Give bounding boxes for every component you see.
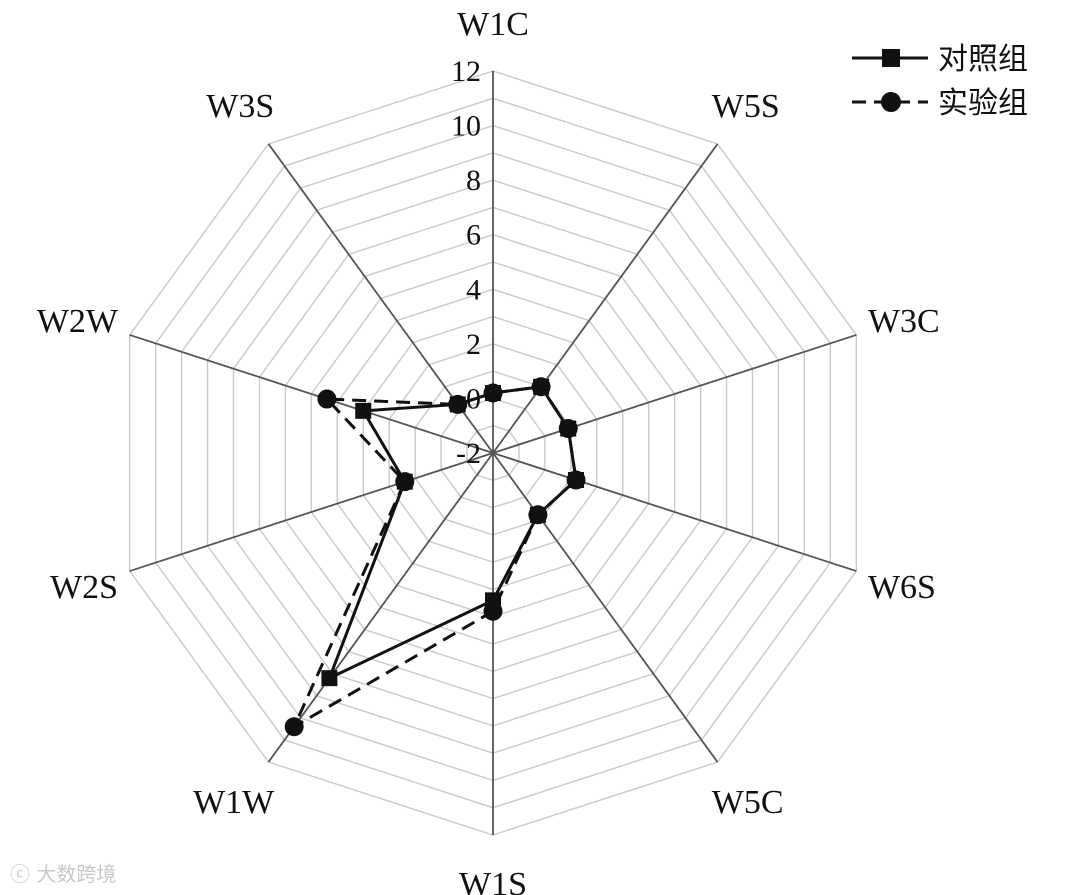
legend-item: 实验组 (852, 86, 1028, 121)
data-series (284, 377, 586, 737)
axis-spoke-w5s (492, 143, 719, 454)
tick-label: 10 (451, 110, 481, 143)
data-point-square (485, 592, 501, 609)
data-point-square (449, 396, 466, 413)
data-point-square (355, 402, 372, 419)
data-point-square (396, 473, 413, 490)
data-point-square (560, 420, 577, 437)
axis-spoke-w6s (492, 452, 857, 572)
legend-item: 对照组 (852, 42, 1028, 77)
axis-label-w1s: W1S (459, 866, 527, 895)
tick-label: 12 (451, 55, 481, 88)
axis-spoke-w1w (267, 452, 494, 763)
watermark-logo-icon: ⓒ (10, 862, 37, 886)
data-point-square (568, 471, 585, 488)
series-square (321, 378, 585, 687)
axis-label-w3s: W3S (206, 88, 274, 125)
axis-spoke-w5c (492, 452, 719, 763)
axis-label-w1c: W1C (457, 6, 529, 43)
data-point-square (321, 670, 338, 687)
data-point-circle (284, 717, 304, 737)
data-point-circle (317, 389, 337, 409)
axis-label-w1w: W1W (193, 784, 275, 821)
legend-label: 实验组 (938, 86, 1028, 121)
data-point-square (485, 384, 501, 401)
axis-label-w2w: W2W (37, 303, 119, 340)
watermark-text: 大数跨境 (36, 862, 117, 886)
data-point-square (533, 378, 550, 395)
legend-label: 对照组 (938, 42, 1028, 77)
axis-labels: W1C W5S W3C W6S W5C W1S W1W W2S W2W W3S (37, 6, 940, 895)
axis-label-w2s: W2S (50, 569, 118, 606)
axis-label-w5s: W5S (712, 88, 780, 125)
axis-label-w6s: W6S (868, 569, 936, 606)
tick-label: -2 (456, 437, 481, 470)
axis-spoke-w3c (492, 334, 857, 454)
legend-marker-square (882, 49, 900, 67)
axis-spoke-w2w (129, 334, 494, 454)
tick-label: 2 (466, 328, 481, 361)
axis-label-w3c: W3C (868, 303, 940, 340)
tick-label: 8 (466, 164, 481, 197)
axis-label-w5c: W5C (712, 784, 784, 821)
watermark: ⓒ 大数跨境 (10, 858, 116, 887)
axis-spoke-w2s (129, 452, 494, 572)
legend-marker-circle (881, 92, 901, 112)
data-point-square (529, 506, 546, 523)
tick-label: 6 (466, 219, 481, 252)
tick-label: 4 (466, 273, 481, 306)
